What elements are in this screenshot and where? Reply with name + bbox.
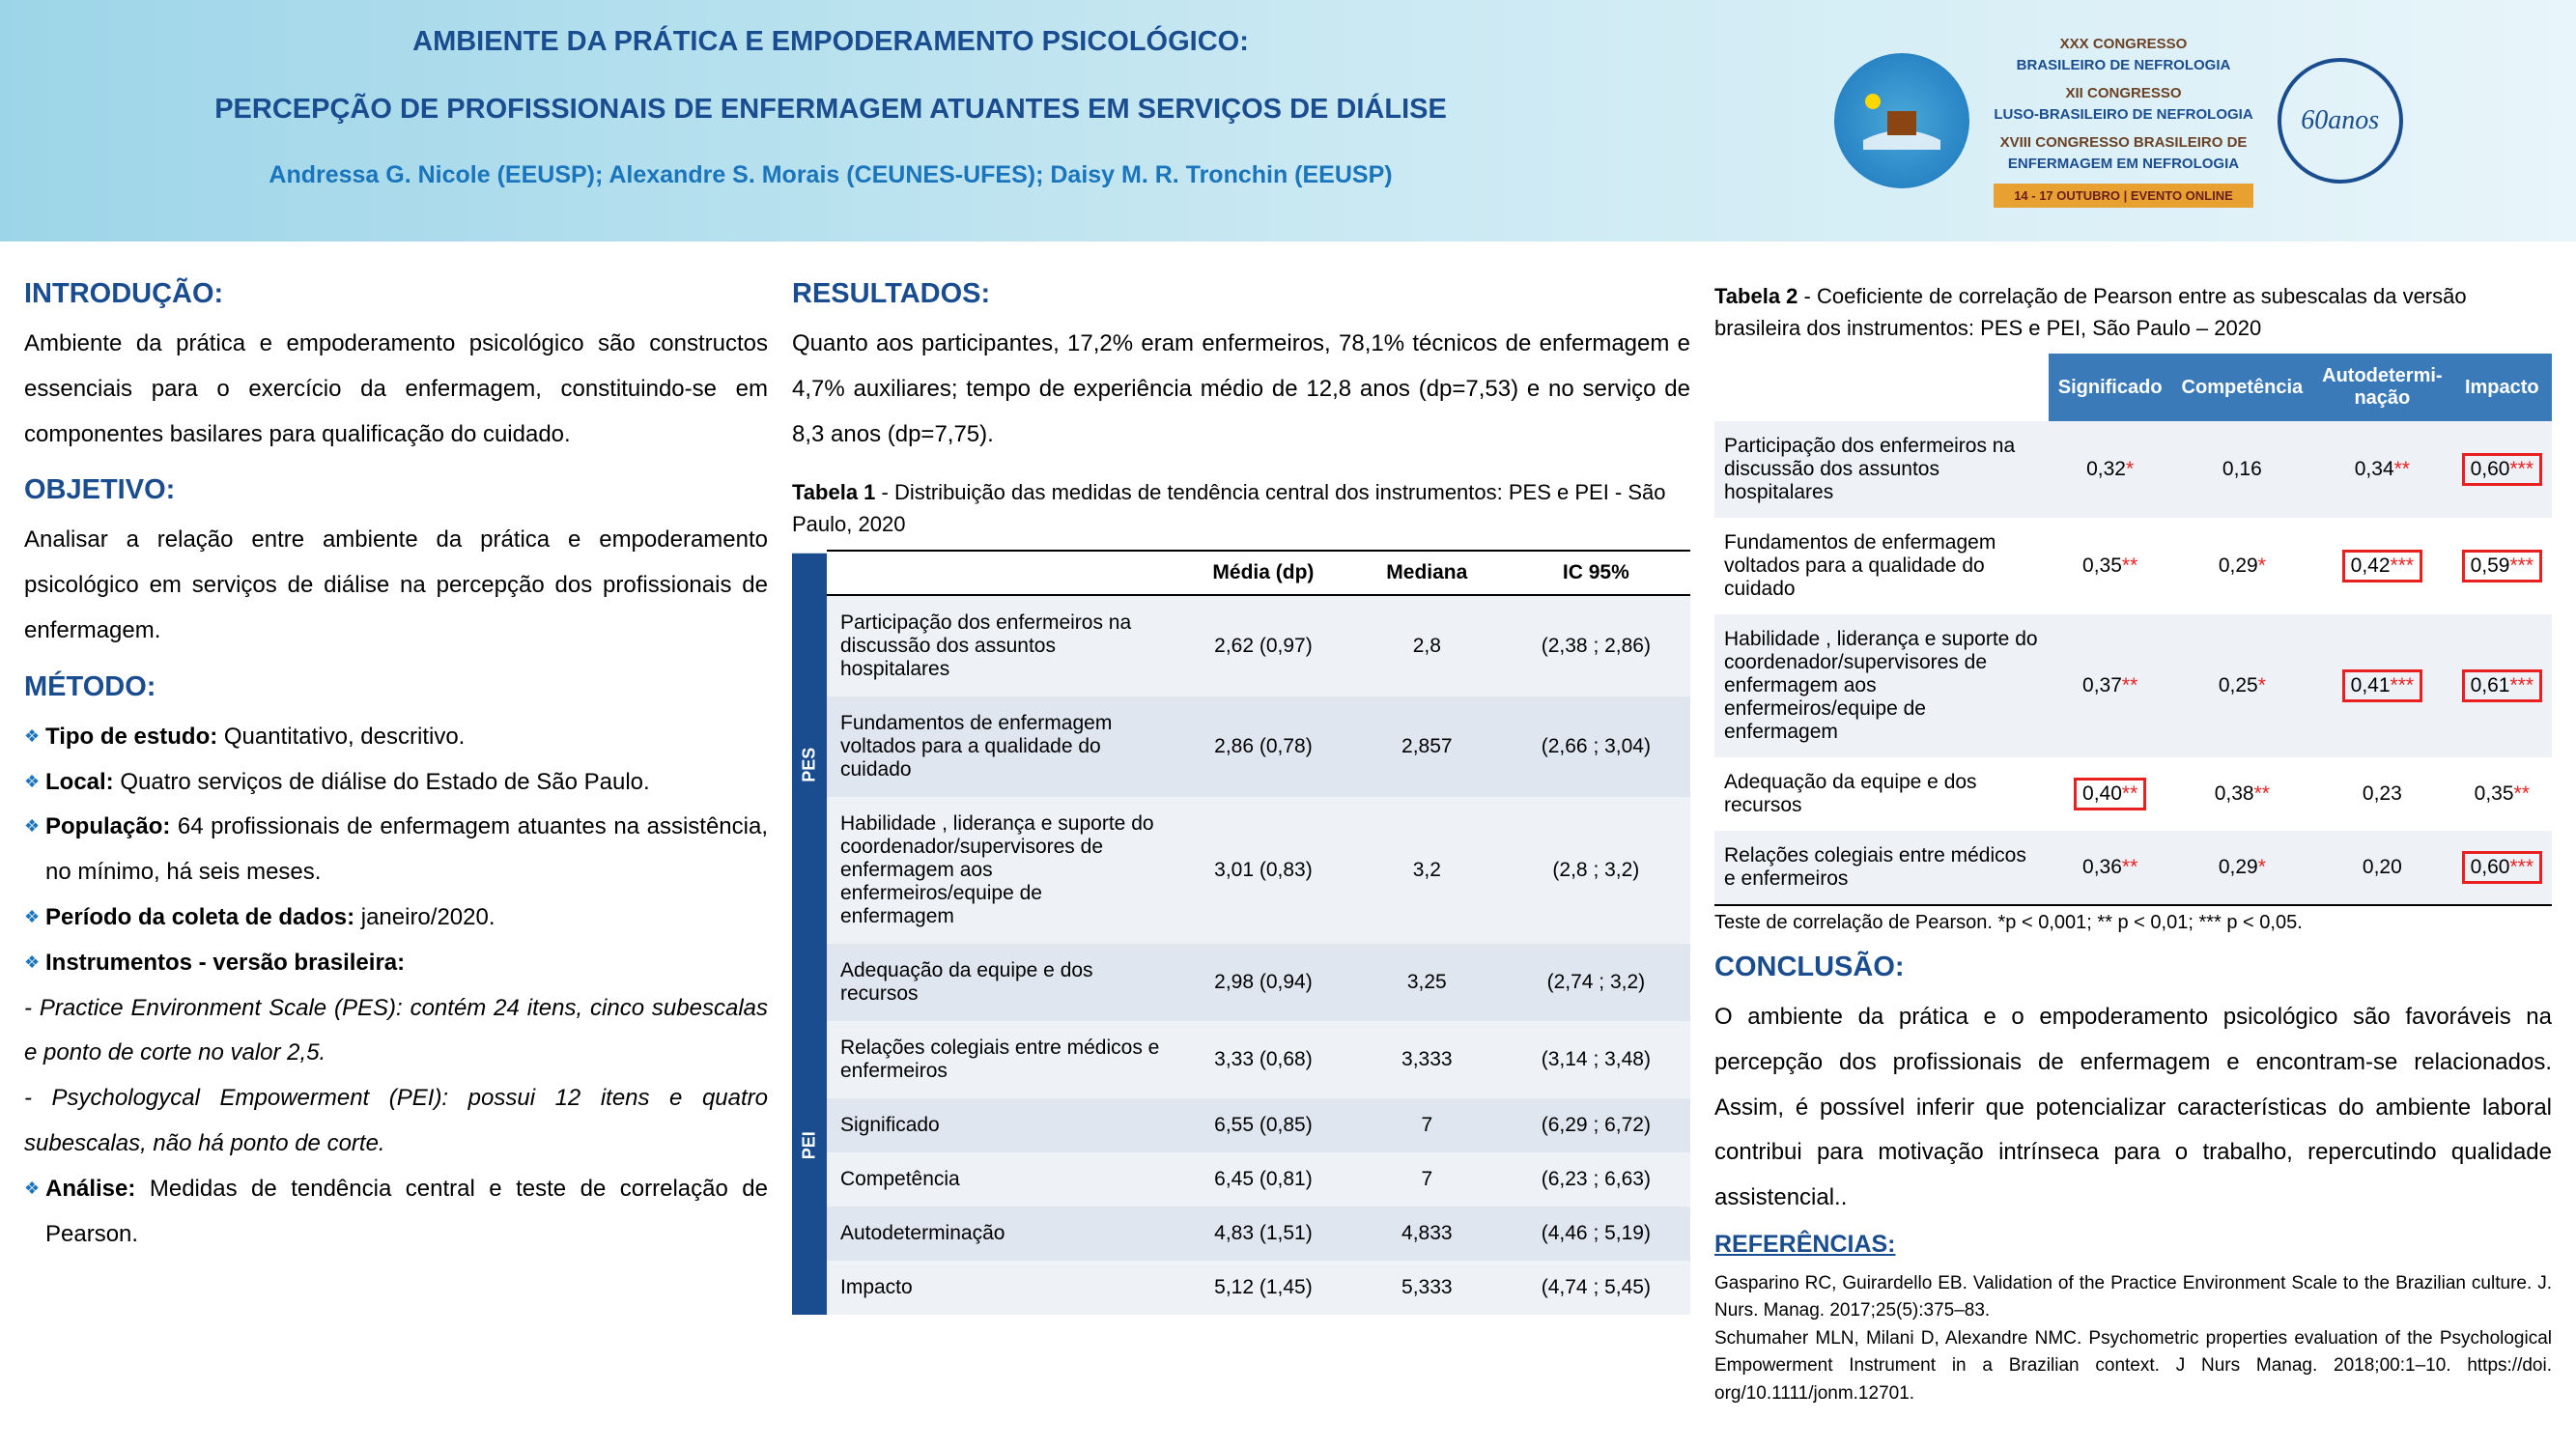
table-row: Adequação da equipe e dos recursos2,98 (…: [827, 944, 1690, 1021]
metodo-sub2: - Psychologycal Empowerment (PEI): possu…: [24, 1076, 768, 1167]
table-row: Habilidade , liderança e suporte do coor…: [1714, 614, 2552, 757]
table1-side-pes: PES: [792, 550, 827, 977]
table2-header-row: SignificadoCompetênciaAutodetermi-naçãoI…: [1714, 354, 2552, 421]
column-middle: RESULTADOS: Quanto aos participantes, 17…: [792, 261, 1690, 1407]
objetivo-heading: OBJETIVO:: [24, 474, 768, 506]
content: INTRODUÇÃO: Ambiente da prática e empode…: [0, 242, 2576, 1427]
title-line-1: AMBIENTE DA PRÁTICA E EMPODERAMENTO PSIC…: [29, 19, 1632, 64]
conclusao-heading: CONCLUSÃO:: [1714, 952, 2552, 983]
table-row: Relações colegiais entre médicos e enfer…: [1714, 831, 2552, 905]
table-row: Adequação da equipe e dos recursos0,40**…: [1714, 757, 2552, 831]
ref-1: Gasparino RC, Guirardello EB. Validation…: [1714, 1270, 2552, 1325]
objetivo-text: Analisar a relação entre ambiente da prá…: [24, 518, 768, 653]
header-title-block: AMBIENTE DA PRÁTICA E EMPODERAMENTO PSIC…: [0, 0, 1661, 242]
authors: Andressa G. Nicole (EEUSP); Alexandre S.…: [29, 161, 1632, 189]
table-row: Significado6,55 (0,85)7(6,29 ; 6,72): [827, 1098, 1690, 1152]
table2-footnote: Teste de correlação de Pearson. *p < 0,0…: [1714, 912, 2552, 934]
header: AMBIENTE DA PRÁTICA E EMPODERAMENTO PSIC…: [0, 0, 2576, 242]
metodo-sub1: - Practice Environment Scale (PES): cont…: [24, 986, 768, 1077]
resultados-heading: RESULTADOS:: [792, 278, 1690, 310]
metodo-list-2: Análise: Medidas de tendência central e …: [24, 1167, 768, 1258]
table2: SignificadoCompetênciaAutodetermi-naçãoI…: [1714, 354, 2552, 906]
intro-text: Ambiente da prática e empoderamento psic…: [24, 322, 768, 457]
referencias: REFERÊNCIAS: Gasparino RC, Guirardello E…: [1714, 1231, 2552, 1408]
conclusao-text: O ambiente da prática e o empoderamento …: [1714, 995, 2552, 1221]
table2-caption: Tabela 2 - Coeficiente de correlação de …: [1714, 280, 2552, 344]
congress-text: XXX CONGRESSOBRASILEIRO DE NEFROLOGIA XI…: [1994, 34, 2252, 209]
table-row: Participação dos enfermeiros na discussã…: [1714, 421, 2552, 518]
congress-logo-icon: [1834, 53, 1969, 188]
table1-sidebar: PES PEI: [792, 550, 827, 1315]
metodo-heading: MÉTODO:: [24, 671, 768, 703]
table-row: Impacto5,12 (1,45)5,333(4,74 ; 5,45): [827, 1261, 1690, 1315]
column-right: Tabela 2 - Coeficiente de correlação de …: [1714, 261, 2552, 1407]
ref-2: Schumaher MLN, Milani D, Alexandre NMC. …: [1714, 1325, 2552, 1408]
table1-header-row: Média (dp)MedianaIC 95%: [827, 551, 1690, 595]
table1-caption: Tabela 1 - Distribuição das medidas de t…: [792, 476, 1690, 540]
referencias-heading: REFERÊNCIAS:: [1714, 1231, 2552, 1259]
title-line-2: PERCEPÇÃO DE PROFISSIONAIS DE ENFERMAGEM…: [29, 87, 1632, 131]
anniversary-logo-icon: 60anos: [2278, 58, 2403, 184]
table1: PES PEI Média (dp)MedianaIC 95% Particip…: [792, 550, 1690, 1315]
table-row: Autodeterminação4,83 (1,51)4,833(4,46 ; …: [827, 1207, 1690, 1261]
header-logos: XXX CONGRESSOBRASILEIRO DE NEFROLOGIA XI…: [1661, 0, 2576, 242]
column-left: INTRODUÇÃO: Ambiente da prática e empode…: [24, 261, 768, 1407]
table-row: Fundamentos de enfermagem voltados para …: [1714, 518, 2552, 614]
intro-heading: INTRODUÇÃO:: [24, 278, 768, 310]
table1-side-pei: PEI: [792, 977, 827, 1315]
table-row: Fundamentos de enfermagem voltados para …: [827, 696, 1690, 797]
table-row: Relações colegiais entre médicos e enfer…: [827, 1021, 1690, 1098]
table-row: Participação dos enfermeiros na discussã…: [827, 595, 1690, 696]
table-row: Habilidade , liderança e suporte do coor…: [827, 797, 1690, 944]
table-row: Competência6,45 (0,81)7(6,23 ; 6,63): [827, 1152, 1690, 1207]
resultados-text: Quanto aos participantes, 17,2% eram enf…: [792, 322, 1690, 457]
metodo-list: Tipo de estudo: Quantitativo, descritivo…: [24, 715, 768, 986]
